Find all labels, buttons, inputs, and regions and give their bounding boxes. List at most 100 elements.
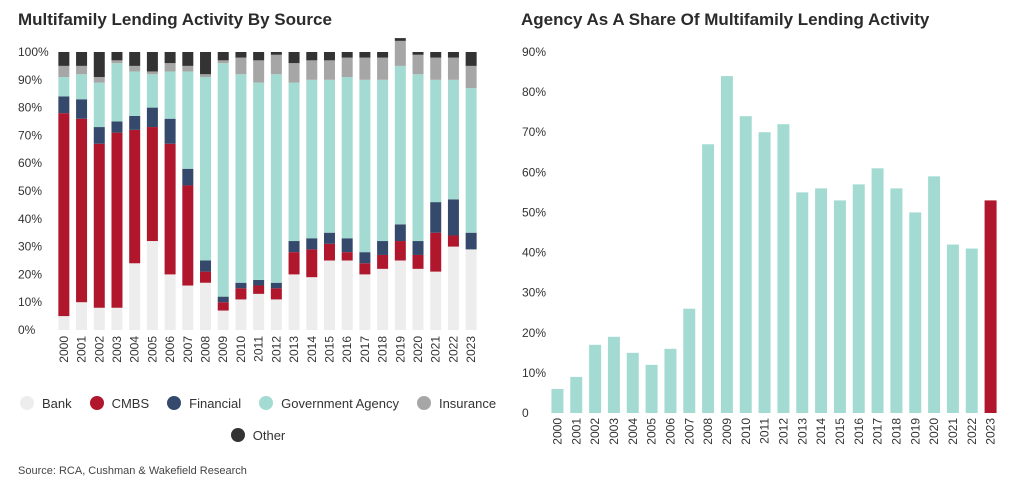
left-bar-bank-2012	[270, 299, 282, 330]
right-x-tick-label: 2004	[626, 418, 640, 445]
left-bar-other-2008	[200, 52, 212, 75]
left-y-tick-label: 20%	[18, 267, 42, 281]
left-bar-bank-2015	[323, 260, 335, 330]
left-bar-financial-2007	[182, 168, 194, 186]
left-bar-bank-2006	[164, 274, 176, 330]
right-x-tick-label: 2020	[927, 418, 941, 445]
legend-swatch-insurance	[416, 396, 431, 410]
left-x-tick-label: 2016	[340, 336, 354, 363]
left-x-tick-label: 2017	[358, 336, 372, 363]
left-bar-insurance-2023	[465, 65, 477, 89]
left-bar-cmbs-2006	[164, 143, 176, 275]
left-bar-cmbs-2015	[323, 243, 335, 261]
left-bar-cmbs-2022	[447, 235, 459, 247]
left-bar-insurance-2000	[58, 65, 70, 78]
left-bar-insurance-2013	[288, 63, 300, 83]
left-bar-other-2018	[377, 52, 389, 58]
left-bar-bank-2018	[377, 268, 389, 330]
left-bar-cmbs-2004	[129, 129, 141, 264]
left-bar-cmbs-2021	[430, 232, 442, 272]
left-bar-bank-2005	[146, 241, 158, 330]
left-bar-financial-2001	[76, 99, 88, 119]
right-y-tick-label: 70%	[522, 125, 546, 139]
right-bar-2015	[833, 200, 846, 413]
right-x-tick-label: 2021	[946, 418, 960, 445]
right-x-tick-label: 2005	[645, 418, 659, 445]
right-bar-2011	[758, 132, 771, 413]
legend-item-other: Other	[230, 428, 285, 443]
left-y-tick-label: 50%	[18, 184, 42, 198]
left-bar-insurance-2003	[111, 60, 123, 64]
right-y-tick-label: 40%	[522, 246, 546, 260]
right-bar-2017	[871, 168, 884, 413]
left-bar-insurance-2004	[129, 65, 141, 72]
left-bar-government-agency-2005	[146, 74, 158, 108]
left-bar-cmbs-2014	[306, 249, 318, 278]
left-bar-insurance-2010	[235, 57, 247, 75]
right-bar-2012	[777, 124, 790, 413]
right-bar-2008	[702, 144, 715, 413]
left-bar-other-2003	[111, 52, 123, 61]
left-x-tick-label: 2022	[446, 336, 460, 363]
left-bar-insurance-2016	[341, 57, 353, 78]
left-bar-financial-2012	[270, 282, 282, 289]
left-y-tick-label: 90%	[18, 73, 42, 87]
left-x-tick-label: 2006	[163, 336, 177, 363]
left-x-tick-label: 2013	[287, 336, 301, 363]
left-bar-bank-2013	[288, 274, 300, 330]
legend-label-cmbs: CMBS	[111, 395, 150, 411]
left-bar-insurance-2014	[306, 60, 318, 80]
left-bar-cmbs-2011	[253, 285, 265, 294]
left-bar-government-agency-2023	[465, 88, 477, 233]
left-bar-bank-2016	[341, 260, 353, 330]
right-bar-2004	[626, 352, 639, 413]
left-x-tick-label: 2000	[57, 336, 71, 363]
right-bar-2007	[683, 308, 696, 413]
left-bar-insurance-2020	[412, 54, 424, 75]
left-bar-government-agency-2003	[111, 63, 123, 122]
left-bar-government-agency-2022	[447, 79, 459, 200]
right-x-tick-label: 2011	[758, 418, 772, 444]
left-bar-other-2005	[146, 52, 158, 72]
left-bar-bank-2009	[217, 310, 229, 330]
right-bar-2021	[946, 244, 959, 413]
left-bar-cmbs-2000	[58, 113, 70, 317]
left-bar-other-2007	[182, 52, 194, 66]
left-bar-financial-2000	[58, 96, 70, 114]
right-y-tick-label: 10%	[522, 366, 546, 380]
right-bar-2002	[589, 344, 602, 413]
left-bar-bank-2011	[253, 293, 265, 330]
right-bar-2019	[909, 212, 922, 413]
left-bar-financial-2019	[394, 224, 406, 242]
left-bar-other-2012	[270, 52, 282, 55]
left-x-tick-label: 2005	[145, 336, 159, 363]
left-bar-cmbs-2016	[341, 252, 353, 261]
left-bar-financial-2017	[359, 252, 371, 264]
right-bar-2013	[796, 192, 809, 413]
source-note: Source: RCA, Cushman & Wakefield Researc…	[18, 465, 247, 477]
left-bar-insurance-2018	[377, 57, 389, 80]
left-bar-insurance-2005	[146, 71, 158, 75]
left-bar-cmbs-2008	[200, 271, 212, 283]
left-bar-insurance-2015	[323, 60, 335, 80]
left-x-tick-label: 2020	[411, 336, 425, 363]
right-bar-2005	[645, 364, 658, 413]
right-x-tick-label: 2014	[814, 418, 828, 445]
right-x-tick-label: 2016	[852, 418, 866, 445]
left-x-tick-label: 2008	[199, 336, 213, 363]
left-bar-financial-2020	[412, 241, 424, 255]
left-bar-cmbs-2009	[217, 302, 229, 311]
left-bar-other-2001	[76, 52, 88, 66]
right-x-tick-label: 2015	[833, 418, 847, 445]
right-chart-title: Agency As A Share Of Multifamily Lending…	[521, 10, 930, 29]
left-bar-financial-2016	[341, 238, 353, 253]
left-bar-government-agency-2007	[182, 71, 194, 169]
left-bar-other-2023	[465, 52, 477, 66]
left-x-tick-label: 2010	[234, 336, 248, 363]
left-bar-government-agency-2018	[377, 79, 389, 242]
left-bar-government-agency-2008	[200, 77, 212, 261]
right-x-tick-label: 2022	[965, 418, 979, 445]
left-x-tick-label: 2003	[110, 336, 124, 363]
left-x-tick-label: 2021	[429, 336, 443, 363]
